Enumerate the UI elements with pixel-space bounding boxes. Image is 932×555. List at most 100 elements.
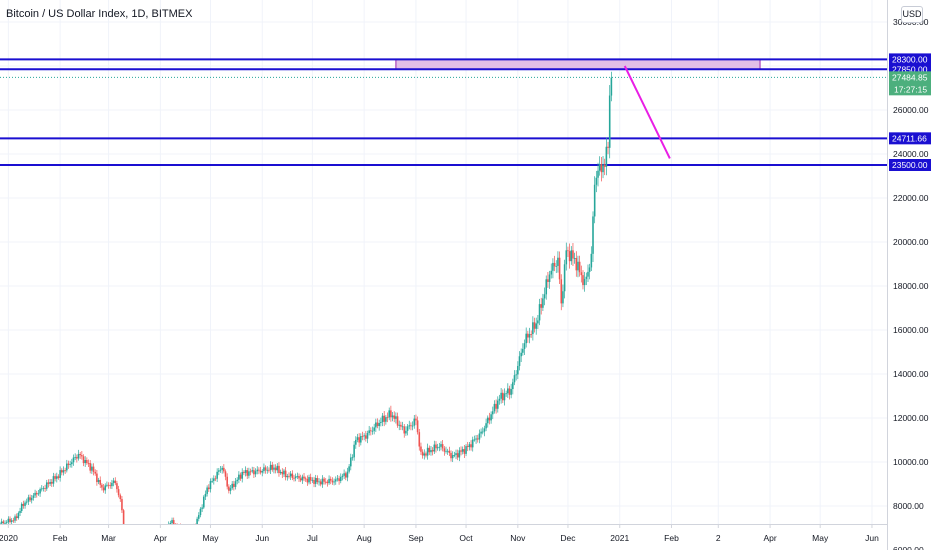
candle-body — [3, 521, 5, 523]
candle-body — [93, 467, 95, 472]
candle-body — [205, 494, 207, 497]
candle-body — [266, 470, 268, 471]
candle-body — [94, 472, 96, 474]
candle-body — [420, 447, 422, 452]
candle-body — [413, 419, 415, 426]
candle-body — [352, 457, 354, 458]
candle-body — [4, 523, 6, 524]
candle-body — [223, 468, 225, 472]
candle-body — [440, 444, 442, 447]
candle-body — [439, 447, 441, 448]
candle-body — [343, 473, 345, 476]
candle-body — [594, 185, 596, 217]
candle-body — [268, 470, 270, 471]
candle-body — [469, 444, 471, 447]
y-tick-label: 16000.00 — [893, 325, 929, 335]
candle-body — [83, 456, 85, 463]
candle-body — [328, 479, 330, 483]
candle-body — [337, 478, 339, 479]
candle-body — [275, 468, 277, 471]
candle-body — [49, 482, 51, 484]
candle-body — [86, 460, 88, 463]
candle-body — [342, 476, 344, 477]
candle-body — [108, 485, 110, 486]
candle-body — [387, 417, 389, 418]
candle-body — [589, 267, 591, 271]
candle-body — [512, 382, 514, 389]
candle-body — [340, 477, 342, 481]
candle-body — [434, 445, 436, 452]
candle-body — [215, 478, 217, 479]
candle-body — [283, 471, 285, 475]
y-tick-label: 18000.00 — [893, 281, 929, 291]
candle-body — [231, 484, 233, 488]
x-tick-label: 2020 — [0, 533, 18, 543]
candle — [203, 495, 205, 509]
candle-body — [417, 420, 419, 432]
candle-body — [412, 426, 414, 427]
candle-body — [393, 416, 395, 419]
x-tick-label: 2021 — [610, 533, 629, 543]
candle-body — [101, 485, 103, 488]
candle-body — [482, 432, 484, 433]
x-tick-label: Jun — [255, 533, 269, 543]
y-tick-label: 24000.00 — [893, 149, 929, 159]
candle-body — [460, 450, 462, 451]
candle-body — [515, 374, 517, 375]
candle-body — [96, 474, 98, 482]
candle-body — [203, 497, 205, 508]
candle-body — [211, 481, 213, 482]
candle-body — [48, 482, 50, 483]
candle-body — [457, 453, 459, 457]
candle-body — [44, 488, 46, 489]
candle-body — [56, 476, 58, 478]
candle-body — [116, 483, 118, 489]
candle-body — [397, 416, 399, 425]
candle-body — [271, 465, 273, 470]
candle-body — [16, 516, 18, 518]
y-tick-label: 6000.00 — [893, 545, 924, 550]
candle-body — [388, 410, 390, 417]
candle-body — [71, 462, 73, 464]
candle-body — [527, 334, 529, 338]
candle-body — [432, 450, 434, 451]
candle-body — [233, 484, 235, 487]
candle-body — [285, 471, 287, 478]
candle-body — [305, 478, 307, 479]
candle-body — [246, 470, 248, 476]
candle-body — [497, 401, 499, 409]
x-tick-label: Jul — [307, 533, 318, 543]
candle-body — [302, 477, 304, 481]
candle-body — [322, 479, 324, 485]
candle-body — [66, 464, 68, 471]
candle-body — [403, 426, 405, 433]
candle-body — [425, 453, 427, 455]
candle-body — [312, 480, 314, 481]
candle-body — [535, 323, 537, 328]
candle-body — [68, 464, 70, 465]
candle-body — [525, 334, 527, 344]
candle-body — [602, 165, 604, 173]
candle-body — [607, 147, 609, 148]
candle-body — [213, 478, 215, 480]
candle-body — [398, 425, 400, 426]
candle-body — [225, 471, 227, 476]
candle-body — [392, 416, 394, 418]
candle-body — [330, 479, 332, 481]
candle-body — [347, 472, 349, 478]
candle-body — [591, 254, 593, 268]
candle-body — [592, 216, 594, 253]
candle-body — [454, 455, 456, 456]
candle-body — [449, 451, 451, 453]
currency-badge[interactable]: USD — [901, 6, 923, 23]
candle-body — [238, 475, 240, 480]
y-tick-label: 22000.00 — [893, 193, 929, 203]
candle-body — [447, 451, 449, 452]
candle-body — [61, 470, 63, 472]
candle-body — [303, 477, 305, 479]
candle-body — [250, 471, 252, 472]
candle-body — [492, 411, 494, 414]
candle-body — [405, 431, 407, 434]
candle-body — [295, 476, 297, 478]
